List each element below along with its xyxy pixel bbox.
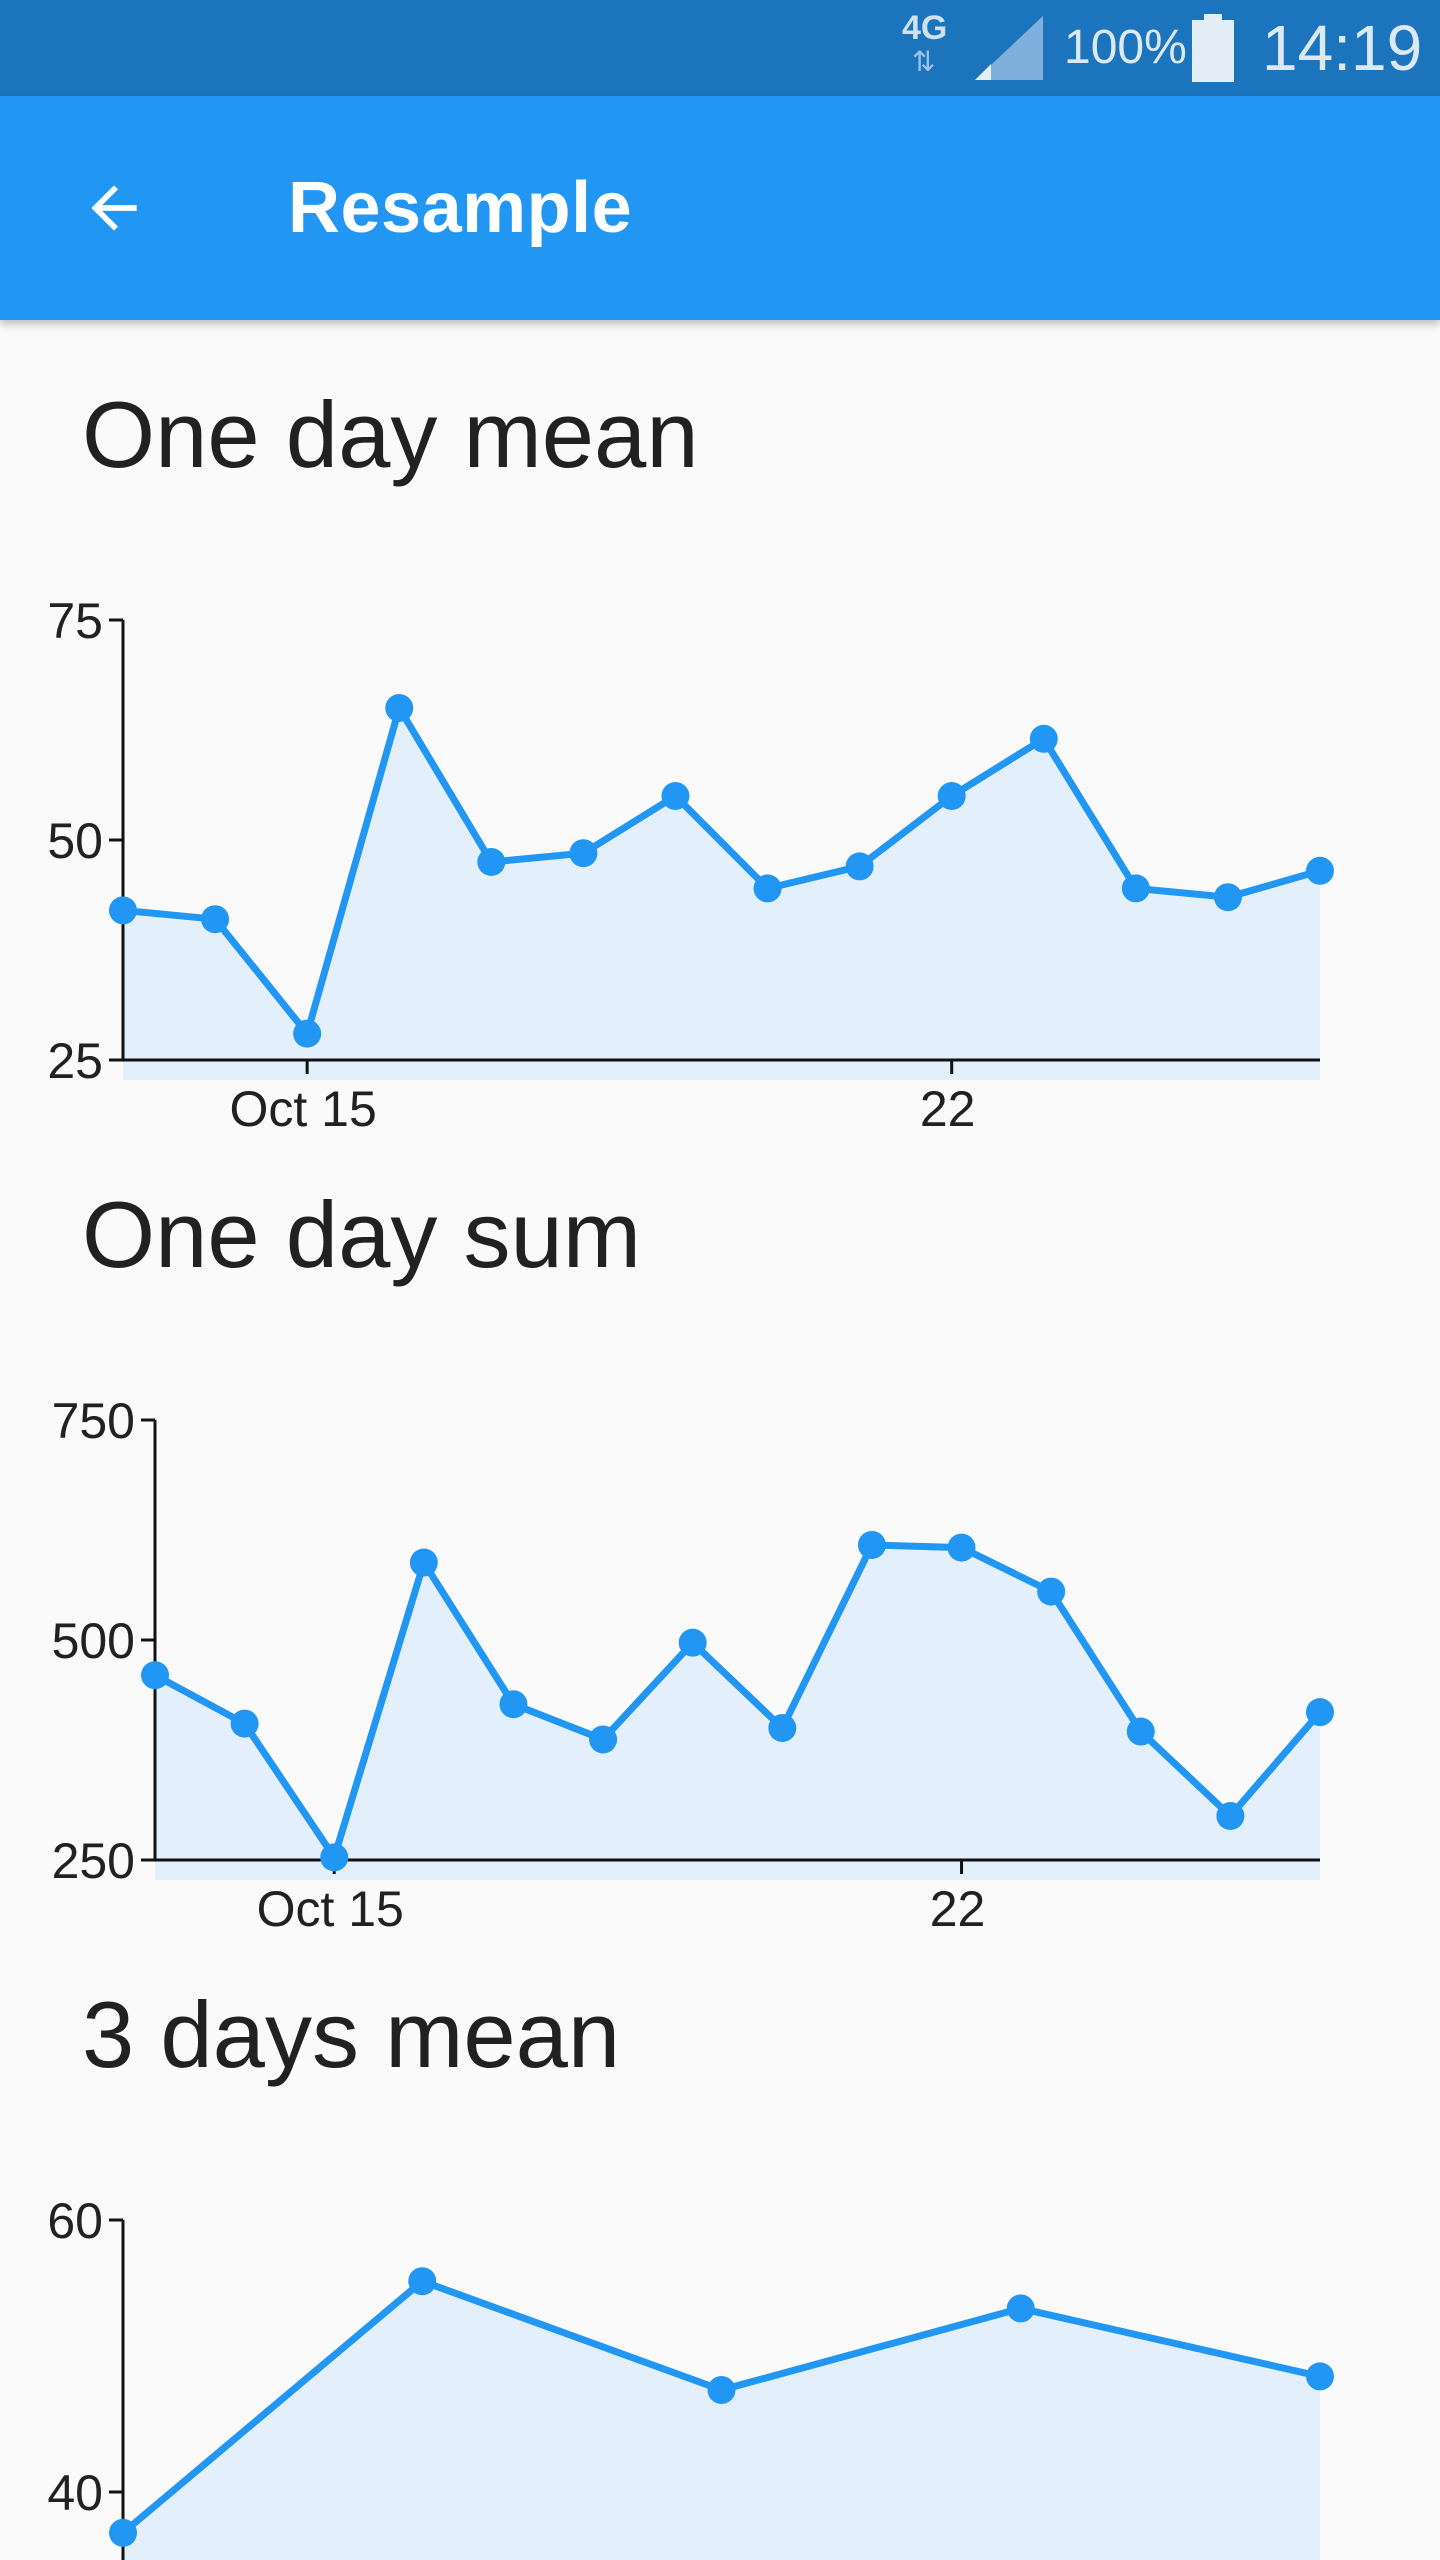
back-button[interactable] bbox=[56, 150, 172, 266]
data-point bbox=[1037, 1577, 1066, 1606]
data-point bbox=[1216, 1802, 1245, 1830]
chart-3-days-mean: 40 60 bbox=[0, 2160, 1440, 2560]
data-point bbox=[499, 1690, 528, 1719]
x-tick-label: Oct 15 bbox=[257, 1881, 404, 1937]
chart-3-days-mean-svg: 40 60 bbox=[47, 2193, 1334, 2560]
app-bar: Resample bbox=[0, 96, 1440, 320]
data-point bbox=[293, 1019, 322, 1048]
data-point bbox=[661, 782, 690, 810]
battery-percent: 100% bbox=[1064, 21, 1187, 74]
data-point bbox=[569, 839, 598, 868]
data-point bbox=[707, 2376, 736, 2404]
y-tick-label: 750 bbox=[52, 1393, 135, 1449]
y-tick-label: 250 bbox=[52, 1833, 135, 1889]
y-tick-label: 40 bbox=[47, 2465, 103, 2521]
data-point bbox=[230, 1709, 259, 1738]
data-point bbox=[385, 694, 414, 722]
y-tick-label: 60 bbox=[47, 2193, 103, 2249]
data-point bbox=[678, 1628, 707, 1657]
data-point bbox=[845, 852, 874, 881]
arrow-back-icon bbox=[91, 185, 137, 231]
data-point bbox=[1306, 1698, 1334, 1727]
page-title: Resample bbox=[288, 168, 633, 248]
data-point bbox=[768, 1714, 797, 1742]
chart-one-day-sum-svg: 250 500 750 Oct 15 22 bbox=[52, 1393, 1334, 1937]
section-title-one-day-mean: One day mean bbox=[82, 382, 699, 487]
data-point bbox=[753, 874, 782, 903]
data-point bbox=[1029, 724, 1058, 753]
data-point bbox=[1006, 2294, 1035, 2323]
area-fill bbox=[123, 708, 1320, 1080]
chart-one-day-sum: 250 500 750 Oct 15 22 bbox=[0, 1360, 1440, 1940]
section-title-3-days-mean: 3 days mean bbox=[82, 1982, 621, 2087]
y-tick-label: 50 bbox=[47, 813, 103, 869]
x-tick-label: 22 bbox=[930, 1881, 986, 1937]
data-activity-icon: ⇅ bbox=[912, 46, 936, 77]
y-tick-label: 75 bbox=[47, 593, 103, 649]
data-point bbox=[141, 1661, 169, 1690]
data-point bbox=[1306, 2362, 1334, 2391]
data-point bbox=[857, 1530, 886, 1559]
data-point bbox=[1306, 856, 1334, 885]
data-point bbox=[1213, 883, 1242, 912]
data-point bbox=[408, 2267, 437, 2296]
data-point bbox=[109, 2518, 137, 2547]
status-time: 14:19 bbox=[1262, 12, 1423, 84]
y-tick-label: 25 bbox=[47, 1033, 103, 1089]
series-line bbox=[122, 704, 1321, 1038]
series-line bbox=[153, 1541, 1323, 1861]
battery-icon bbox=[1192, 14, 1234, 82]
section-title-one-day-sum: One day sum bbox=[82, 1182, 642, 1287]
y-tick-label: 500 bbox=[52, 1613, 135, 1669]
x-tick-label: 22 bbox=[920, 1081, 976, 1137]
x-tick-label: Oct 15 bbox=[230, 1081, 377, 1137]
data-point bbox=[589, 1725, 618, 1754]
data-point bbox=[947, 1533, 976, 1562]
data-point bbox=[1126, 1717, 1155, 1746]
status-bar: 4G ⇅ 100% 14:19 bbox=[0, 0, 1440, 96]
area-fill bbox=[155, 1544, 1320, 1880]
data-point bbox=[937, 782, 966, 810]
data-point bbox=[320, 1843, 349, 1872]
data-point bbox=[201, 905, 230, 934]
area-fill bbox=[123, 2281, 1320, 2560]
data-point bbox=[1121, 874, 1150, 903]
network-type: 4G bbox=[902, 9, 948, 47]
data-point bbox=[477, 848, 506, 876]
chart-one-day-mean-svg: 25 50 75 Oct 15 22 bbox=[47, 593, 1334, 1137]
chart-one-day-mean: 25 50 75 Oct 15 22 bbox=[0, 560, 1440, 1140]
data-point bbox=[109, 896, 137, 925]
signal-icon bbox=[975, 16, 1043, 80]
data-point bbox=[409, 1548, 438, 1577]
